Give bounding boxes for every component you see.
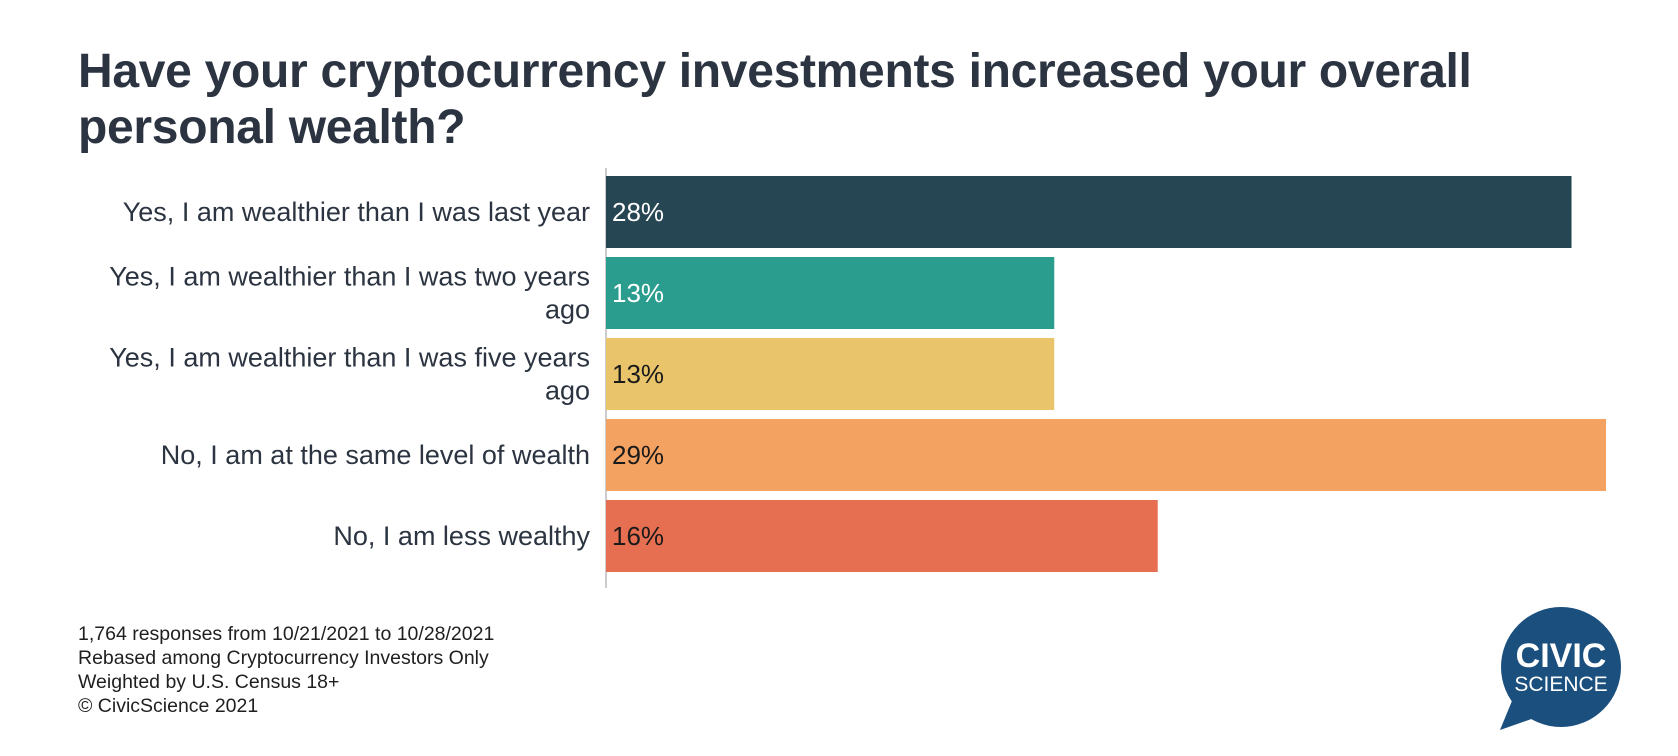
bar-value-label-3: 13% — [612, 359, 664, 389]
logo-speech-tail — [1500, 696, 1540, 730]
footnote-copyright: © CivicScience 2021 — [78, 695, 259, 717]
footnote-responses: 1,764 responses from 10/21/2021 to 10/28… — [78, 623, 495, 645]
bar-value-label-1: 28% — [612, 197, 664, 227]
bar-2 — [606, 257, 1055, 329]
category-label-2: Yes, I am wealthier than I was two years… — [109, 262, 590, 325]
footnote: 1,764 responses from 10/21/2021 to 10/28… — [78, 622, 494, 718]
bar-chart: 28% Yes, I am wealthier than I was last y… — [109, 168, 1606, 588]
logo-text-civic: CIVIC — [1516, 637, 1607, 675]
civicscience-logo: CIVIC SCIENCE — [1500, 607, 1621, 730]
bar-4 — [606, 419, 1606, 491]
bar-value-label-4: 29% — [612, 440, 664, 470]
footnote-rebased: Rebased among Cryptocurrency Investors O… — [78, 647, 489, 669]
footnote-weighting: Weighted by U.S. Census 18+ — [78, 671, 340, 693]
bar-value-label-2: 13% — [612, 278, 664, 308]
bar-5 — [606, 500, 1158, 572]
chart-title: Have your cryptocurrency investments inc… — [78, 45, 1472, 154]
category-label-1: Yes, I am wealthier than I was last year — [123, 197, 590, 227]
logo-text-science: SCIENCE — [1514, 673, 1607, 696]
category-label-5: No, I am less wealthy — [333, 521, 590, 551]
category-label-3: Yes, I am wealthier than I was five year… — [109, 343, 590, 406]
bar-1 — [606, 176, 1572, 248]
bar-3 — [606, 338, 1055, 410]
bar-value-label-5: 16% — [612, 521, 664, 551]
category-label-4: No, I am at the same level of wealth — [161, 440, 590, 470]
logo-circle — [1501, 607, 1621, 727]
